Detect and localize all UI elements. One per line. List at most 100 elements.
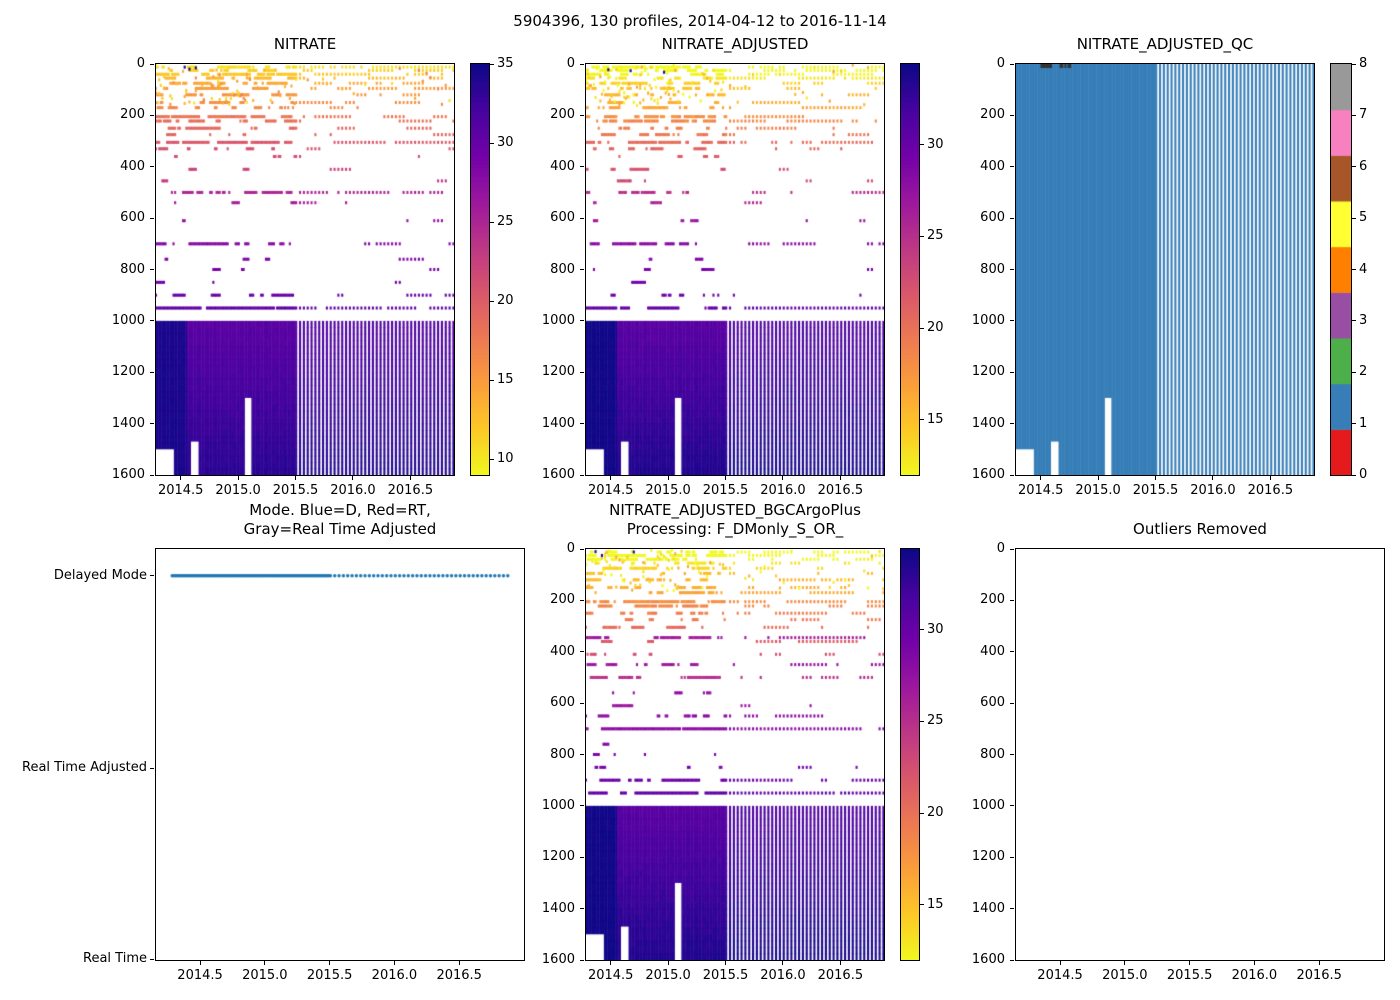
- x-tick-mark: [610, 476, 612, 480]
- y-tick-mark: [150, 474, 154, 476]
- y-tick-label: 0: [996, 541, 1005, 556]
- y-tick-label: 200: [550, 107, 575, 123]
- colorbar-tick-label: 5: [1359, 210, 1368, 226]
- y-tick-label: 1400: [111, 415, 145, 431]
- y-tick-label: 600: [550, 210, 575, 226]
- canvas-nitrate: [156, 64, 454, 475]
- colorbar-tick-label: 15: [927, 896, 944, 912]
- y-tick-mark: [150, 63, 154, 65]
- colorbar-tick-mark: [1352, 371, 1356, 373]
- x-tick-mark: [610, 961, 612, 965]
- y-tick-mark: [580, 114, 584, 116]
- plot-mode: [155, 548, 525, 961]
- y-tick-mark: [580, 959, 584, 961]
- x-tick-mark: [409, 476, 411, 480]
- subplot-title-outliers-removed: Outliers Removed: [1133, 520, 1267, 538]
- colorbar-tick-label: 20: [927, 805, 944, 821]
- colorbar-canvas-nitrate_adjusted: [901, 64, 919, 475]
- colorbar-tick-mark: [920, 419, 924, 421]
- y-tick-mark: [1010, 114, 1014, 116]
- colorbar-tick-label: 30: [927, 621, 944, 637]
- y-tick-label: 600: [120, 210, 145, 226]
- x-tick-mark: [295, 476, 297, 480]
- x-tick-mark: [782, 476, 784, 480]
- y-tick-mark: [150, 217, 154, 219]
- y-tick-mark: [580, 754, 584, 755]
- y-tick-label: 600: [980, 210, 1005, 226]
- x-tick-label: 2015.5: [702, 968, 749, 983]
- y-tick-mark: [150, 114, 154, 116]
- y-tick-label: 400: [550, 643, 575, 659]
- colorbar-tick-mark: [490, 63, 494, 65]
- x-tick-mark: [352, 476, 354, 480]
- x-tick-label: 2015.0: [242, 968, 288, 983]
- y-tick-label: 1000: [971, 797, 1005, 813]
- x-tick-label: 2016.0: [371, 968, 418, 983]
- y-tick-mark: [580, 651, 584, 653]
- y-tick-mark: [1010, 651, 1014, 653]
- y-tick-label: 0: [136, 56, 145, 71]
- colorbar-canvas-nitrate_adjusted_qc: [1331, 64, 1351, 475]
- y-tick-mark: [580, 423, 584, 425]
- colorbar-tick-mark: [920, 812, 924, 814]
- x-tick-label: 2014.5: [177, 968, 223, 983]
- y-tick-label: 0: [996, 56, 1005, 71]
- y-tick-mark: [1010, 959, 1014, 961]
- x-tick-label: 2016.5: [436, 968, 482, 983]
- y-tick-mark: [1010, 856, 1014, 858]
- x-tick-label: 2016.0: [1231, 968, 1278, 983]
- subplot-title-nitrate-adjusted-qc: NITRATE_ADJUSTED_QC: [1076, 35, 1254, 53]
- colorbar-tick-label: 15: [497, 372, 514, 388]
- x-tick-label: 2015.5: [1132, 483, 1179, 498]
- y-tick-mark: [1010, 371, 1014, 373]
- x-tick-label: 2015.0: [215, 483, 261, 498]
- y-tick-label: 400: [550, 158, 575, 174]
- x-tick-label: 2016.0: [760, 968, 806, 983]
- colorbar-tick-mark: [1352, 474, 1356, 476]
- y-tick-mark: [1010, 548, 1014, 550]
- x-tick-mark: [667, 476, 669, 480]
- y-tick-mark: [1010, 805, 1014, 807]
- colorbar-tick-label: 8: [1359, 56, 1368, 71]
- x-tick-label: 2014.5: [1017, 483, 1064, 498]
- y-tick-mark: [150, 320, 154, 322]
- x-tick-label: 2016.0: [330, 483, 376, 498]
- y-tick-label: 1000: [971, 312, 1005, 328]
- x-tick-mark: [393, 961, 395, 965]
- y-tick-mark: [150, 767, 154, 769]
- figure-title: 5904396, 130 profiles, 2014-04-12 to 201…: [513, 12, 887, 30]
- y-tick-mark: [580, 474, 584, 476]
- y-tick-label: 200: [120, 107, 145, 123]
- colorbar-tick-label: 25: [927, 713, 944, 729]
- y-tick-label: 1200: [541, 849, 575, 865]
- y-tick-mark: [580, 217, 584, 219]
- x-tick-label: 2016.5: [1296, 968, 1342, 983]
- colorbar-nitrate: [470, 63, 490, 476]
- y-tick-mark: [1010, 423, 1014, 425]
- plot-nitrate: [155, 63, 455, 476]
- y-tick-mark: [1010, 702, 1014, 704]
- canvas-nitrate_adjusted_bgc: [586, 549, 884, 960]
- y-tick-label: 800: [550, 746, 575, 762]
- y-tick-label: 1000: [541, 312, 575, 328]
- y-tick-label: 1600: [111, 467, 145, 482]
- subplot-title-nitrate-adjusted: NITRATE_ADJUSTED: [661, 35, 809, 53]
- y-tick-mark: [1010, 166, 1014, 168]
- y-tick-label: 1200: [971, 849, 1005, 865]
- colorbar-tick-label: 4: [1359, 261, 1368, 277]
- y-tick-mark: [580, 599, 584, 601]
- canvas-nitrate_adjusted_qc: [1016, 64, 1314, 475]
- plot-nitrate-adjusted: [585, 63, 885, 476]
- x-tick-mark: [1212, 476, 1214, 480]
- subplot-title-mode: Mode. Blue=D, Red=RT, Gray=Real Time Adj…: [243, 501, 437, 539]
- colorbar-nitrate_adjusted: [900, 63, 920, 476]
- colorbar-tick-label: 20: [927, 320, 944, 336]
- y-tick-mark: [1010, 217, 1014, 219]
- x-tick-label: 2016.5: [387, 483, 434, 498]
- x-tick-label: 2015.0: [1102, 968, 1148, 983]
- y-tick-mark: [1010, 320, 1014, 322]
- y-tick-mark: [1010, 63, 1014, 65]
- colorbar-tick-mark: [1352, 217, 1356, 219]
- y-tick-label: 800: [550, 261, 575, 277]
